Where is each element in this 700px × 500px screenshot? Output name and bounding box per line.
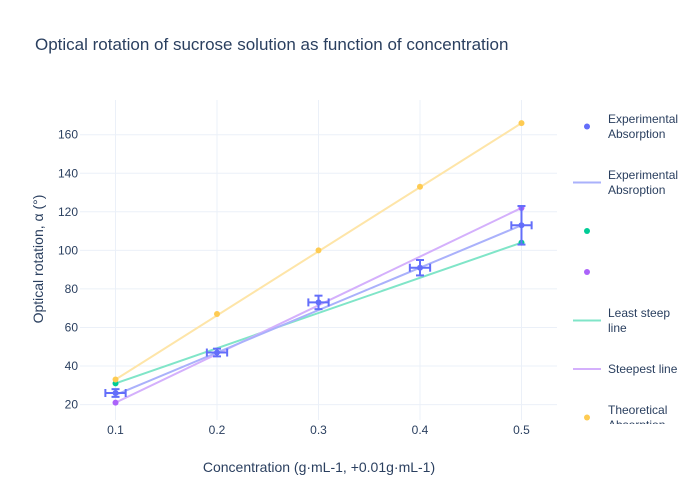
data-point (112, 399, 119, 406)
chart-title: Optical rotation of sucrose solution as … (35, 35, 508, 54)
y-axis-ticks: 20 40 60 80 100 120 140 160 (58, 128, 78, 412)
data-point (416, 264, 423, 271)
legend-label: Steepest line (608, 362, 678, 376)
legend-item-3 (584, 269, 590, 275)
data-point (315, 299, 322, 306)
plot-traces (104, 120, 533, 406)
legend-label: Absorption (608, 127, 665, 141)
data-point (518, 222, 525, 229)
x-tick-label: 0.5 (513, 423, 530, 437)
series-6 (112, 120, 525, 383)
x-tick-label: 0.3 (310, 423, 327, 437)
legend-label: Absorption (608, 418, 665, 432)
legend-swatch-marker (584, 414, 590, 421)
y-tick-label: 120 (58, 205, 78, 219)
x-tick-label: 0.4 (412, 423, 429, 437)
x-tick-label: 0.2 (209, 423, 226, 437)
legend-label: line (608, 321, 627, 335)
y-tick-label: 160 (58, 128, 78, 142)
legend-label: Absroption (608, 183, 665, 197)
legend-label: Least steep (608, 306, 670, 320)
legend-label: Experimental (608, 112, 678, 126)
x-axis-ticks: 0.1 0.2 0.3 0.4 0.5 (107, 423, 530, 437)
y-tick-label: 100 (58, 243, 78, 257)
series-0 (104, 205, 533, 398)
y-tick-label: 60 (65, 320, 79, 334)
data-point (214, 349, 221, 356)
legend-swatch-marker (584, 123, 590, 130)
legend-item-2 (584, 228, 590, 234)
series-4 (115, 241, 522, 385)
data-point (416, 183, 423, 190)
y-tick-label: 140 (58, 166, 78, 180)
legend-swatch-marker (584, 228, 590, 234)
data-point (315, 247, 322, 254)
data-point (112, 390, 119, 397)
y-tick-label: 20 (65, 398, 79, 412)
data-point (112, 376, 119, 383)
x-axis-title: Concentration (g·mL-1, +0.01g·mL-1) (203, 459, 435, 475)
legend: ExperimentalAbsorptionExperimentalAbsrop… (573, 112, 678, 473)
grid-lines (80, 100, 557, 420)
y-tick-label: 40 (65, 359, 79, 373)
data-point (214, 310, 221, 317)
y-tick-label: 80 (65, 282, 79, 296)
x-tick-label: 0.1 (107, 423, 124, 437)
y-axis-title: Optical rotation, α (°) (30, 195, 46, 324)
legend-swatch-marker (584, 269, 590, 275)
data-point (518, 120, 525, 127)
legend-item-5: Steepest line (573, 362, 678, 376)
legend-label: Theoretical (608, 459, 667, 473)
series-line (115, 241, 522, 385)
legend-item-7: Theoretical (573, 459, 667, 473)
legend-label: Theoretical (608, 403, 667, 417)
legend-label: Experimental (608, 168, 678, 182)
